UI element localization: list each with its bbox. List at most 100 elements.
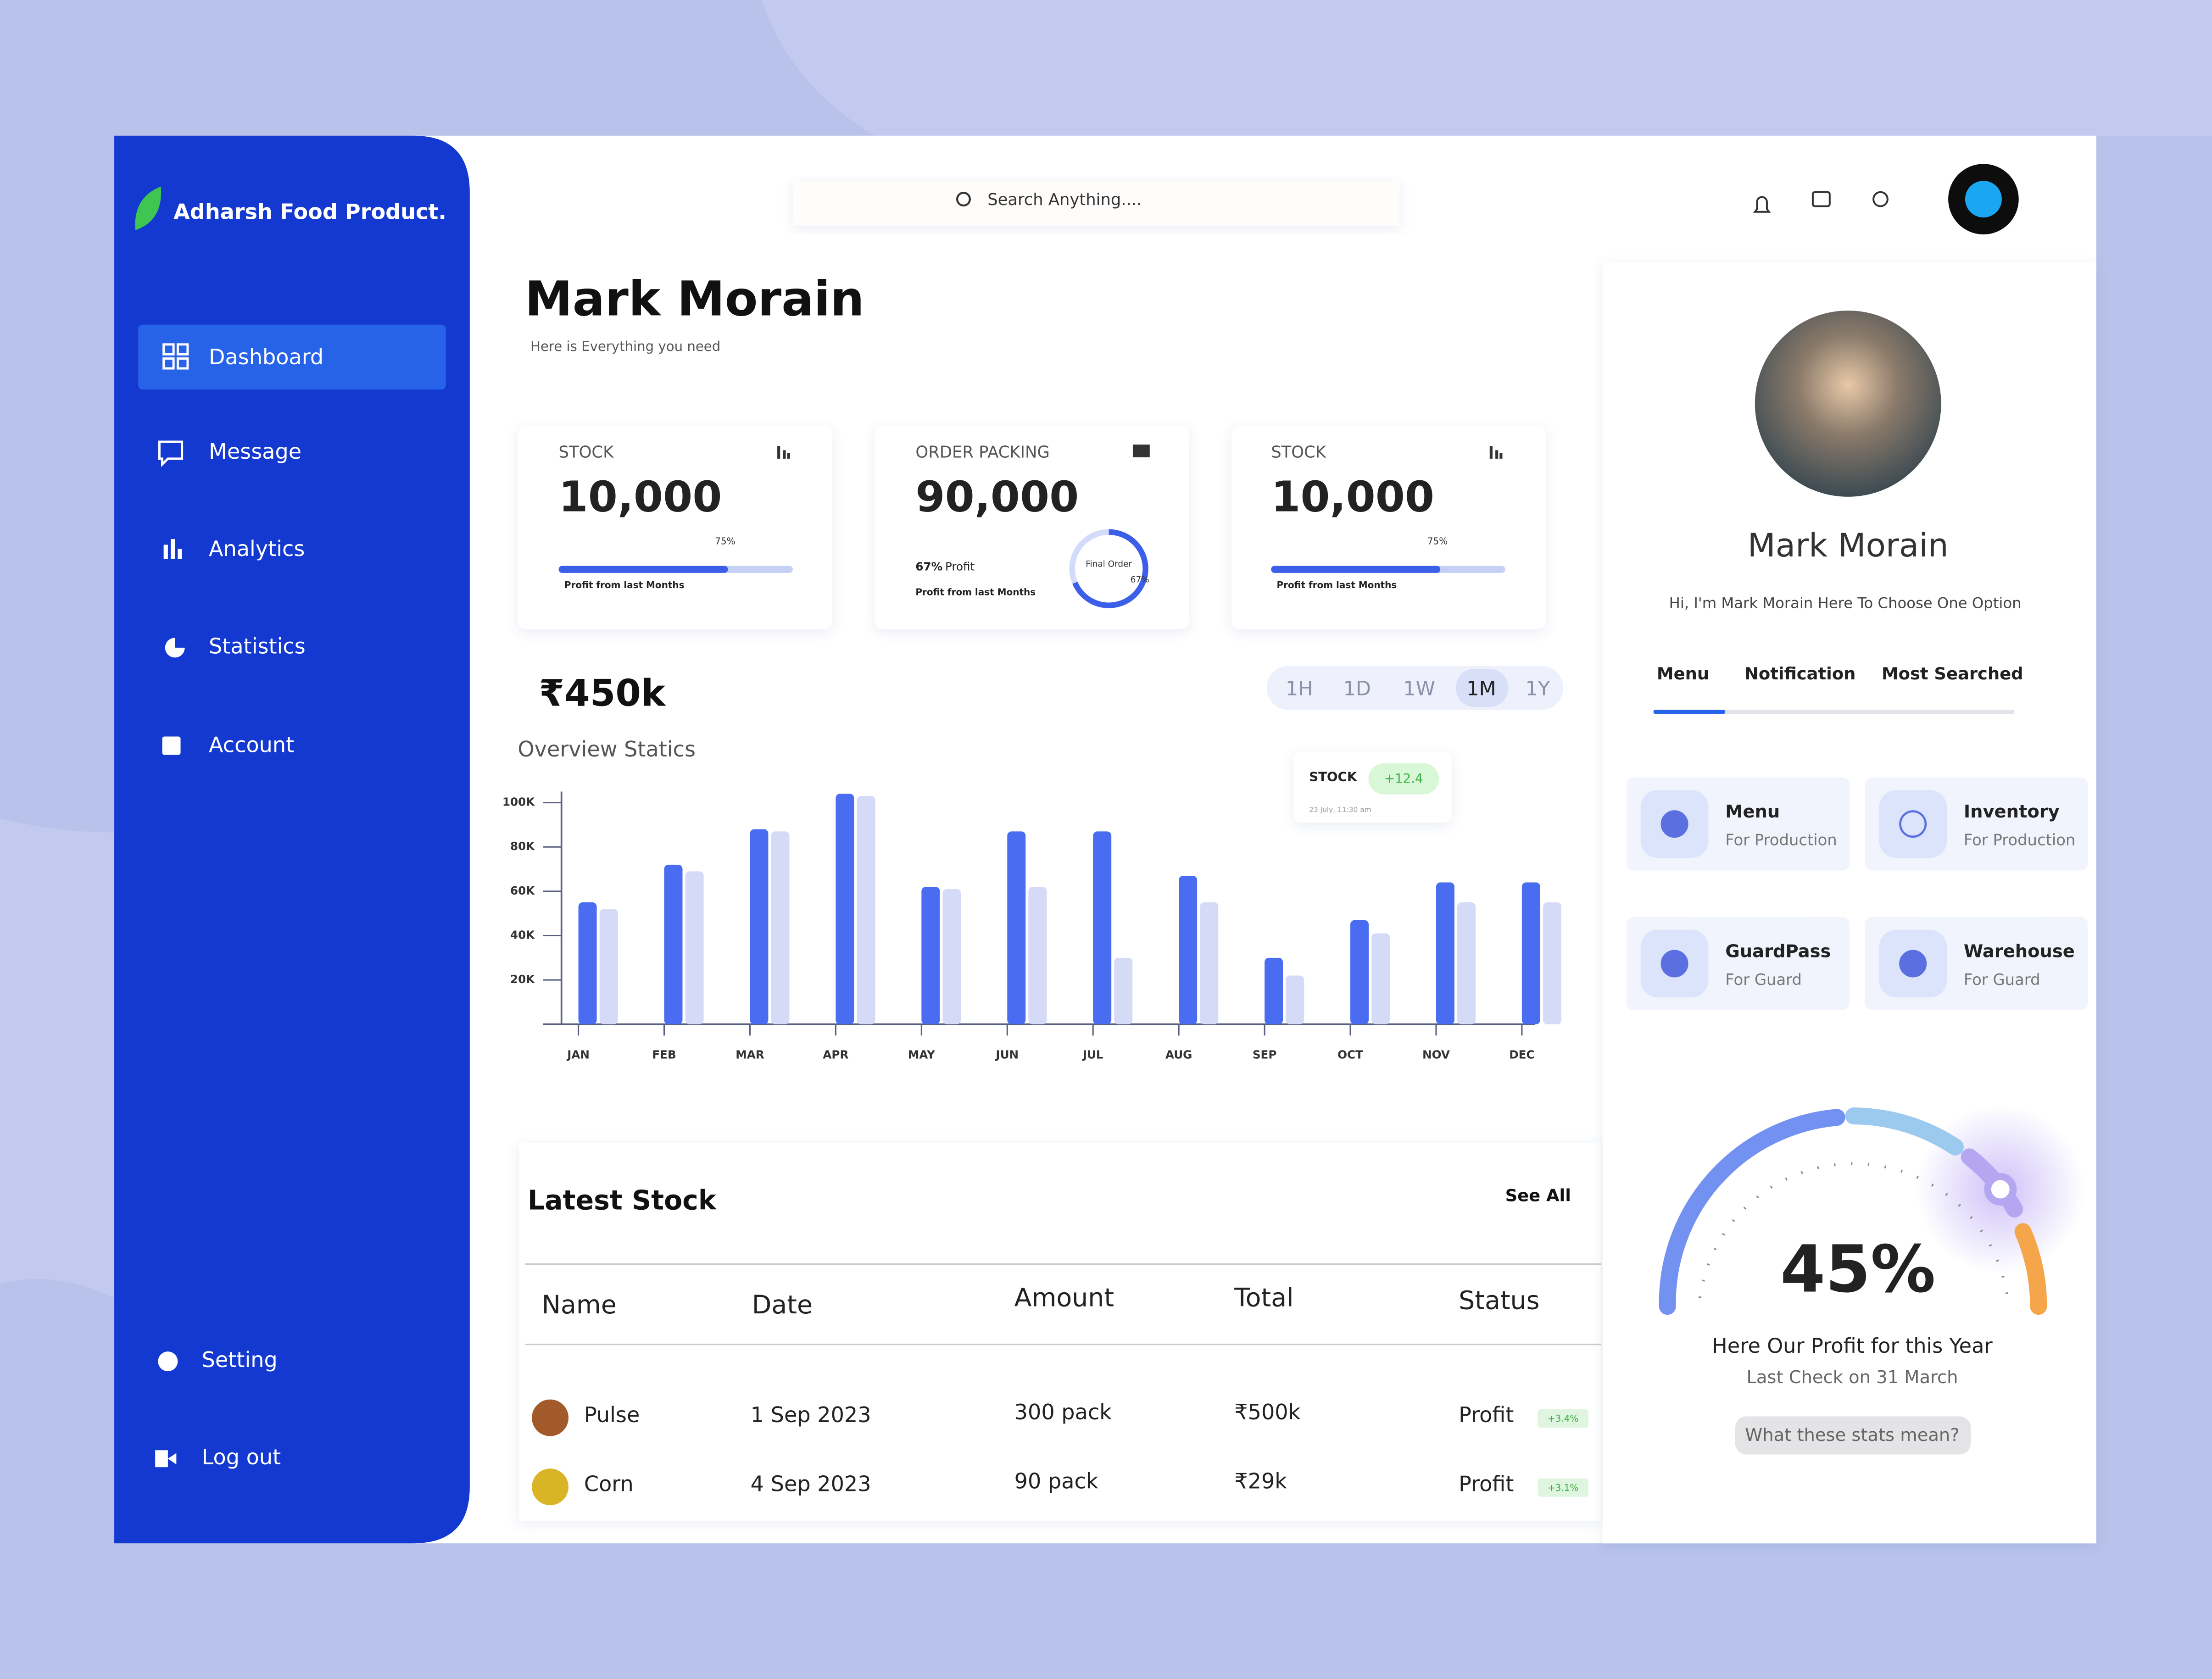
tile-title[interactable]: Inventory (1964, 801, 2060, 822)
bar (685, 871, 704, 1024)
column-header: Amount (1014, 1283, 1114, 1312)
sidebar (114, 135, 470, 1544)
y-tick-label: 80K (510, 840, 535, 853)
y-tick-label: 20K (510, 973, 535, 986)
card-profit: Profit (945, 560, 975, 573)
see-all[interactable]: See All (1505, 1185, 1571, 1205)
cell: Corn (584, 1472, 634, 1496)
card (518, 426, 833, 629)
y-tick-label: 40K (510, 928, 535, 942)
column-header: Status (1459, 1286, 1539, 1316)
bar (771, 831, 790, 1024)
stats-button-label[interactable]: What these stats mean? (1745, 1425, 1959, 1445)
toolbar-icons[interactable] (1753, 191, 1889, 213)
tile-title[interactable]: Menu (1725, 801, 1780, 822)
range-option[interactable]: 1H (1286, 678, 1313, 701)
page-title: Mark Morain (525, 271, 864, 327)
range-option[interactable]: 1W (1403, 678, 1435, 701)
x-tick-label: JUN (995, 1048, 1019, 1061)
profile-tab[interactable]: Most Searched (1882, 664, 2023, 684)
cell: Pulse (584, 1402, 640, 1427)
nav-item[interactable]: Analytics (209, 536, 305, 561)
tile-title[interactable]: GuardPass (1725, 941, 1831, 962)
nav-icons (158, 343, 189, 467)
card (1231, 426, 1546, 629)
ring-fill (1072, 529, 1148, 608)
tab-track (1653, 710, 2015, 714)
card-value: 90,000 (915, 472, 1079, 521)
column-header: Total (1234, 1283, 1293, 1312)
x-tick-label: DEC (1509, 1048, 1534, 1061)
nav-icons-solid (155, 539, 185, 1468)
bar (1028, 887, 1047, 1024)
bar (942, 889, 961, 1024)
bar (1286, 975, 1304, 1024)
bar (1200, 902, 1219, 1024)
nav-item[interactable]: Message (209, 439, 301, 464)
column-header: Name (542, 1290, 617, 1320)
change-badge (1538, 1478, 1589, 1497)
bar (1265, 957, 1283, 1024)
table-title: Latest Stock (528, 1184, 717, 1216)
search-box[interactable] (792, 181, 1400, 226)
bar (1093, 831, 1112, 1024)
nav-item[interactable]: Log out (202, 1445, 281, 1469)
bg-shape (762, 0, 2212, 136)
cell: 300 pack (1014, 1400, 1112, 1424)
change-badge (1538, 1409, 1589, 1428)
range-option[interactable]: 1Y (1525, 678, 1550, 701)
profile-tab[interactable]: Notification (1744, 664, 1855, 684)
overview-title: Overview Statics (518, 737, 696, 762)
card-value: 10,000 (1271, 472, 1434, 521)
bar (1457, 902, 1476, 1024)
bar (578, 902, 597, 1024)
bar (1179, 876, 1198, 1024)
nav-item[interactable]: Setting (202, 1347, 278, 1372)
bar-chart: 20K 40K 60K 80K 100K JAN FEB MAR APR MAY JUN JUL AUG… (502, 791, 1561, 1061)
brand-name: Adharsh Food Product. (173, 199, 446, 224)
nav-item[interactable]: Account (209, 733, 294, 757)
tile-icon (1660, 950, 1688, 978)
progress-fill (1271, 566, 1441, 573)
bar (1521, 882, 1540, 1024)
range-option[interactable]: 1D (1343, 678, 1371, 701)
x-tick-label: FEB (652, 1048, 676, 1061)
card-note: Profit from last Months (564, 579, 685, 590)
tooltip-change: +12.4 (1384, 771, 1423, 786)
card-label: STOCK (559, 443, 614, 462)
range-active[interactable] (1456, 668, 1508, 707)
x-tick-label: SEP (1253, 1048, 1277, 1061)
card-profit-pct: 67% (915, 560, 942, 573)
bar (664, 864, 683, 1024)
x-tick-label: NOV (1422, 1048, 1450, 1061)
tooltip-label: STOCK (1309, 769, 1358, 784)
profile-tab[interactable]: Menu (1657, 664, 1709, 684)
stat-cards: STOCK 10,000 75% Profit from last Months… (518, 426, 1546, 629)
profile-photo (1755, 311, 1941, 497)
cell: Profit (1459, 1402, 1514, 1427)
nav-active-bg[interactable] (138, 324, 446, 390)
card-note: Profit from last Months (1277, 579, 1397, 590)
card-percent: 75% (715, 536, 735, 547)
bar (1114, 957, 1133, 1024)
overview-amount: ₹450k (539, 672, 666, 714)
tile-title[interactable]: Warehouse (1964, 941, 2075, 962)
stats-button[interactable] (1735, 1416, 1971, 1455)
nav-item[interactable]: Dashboard (209, 345, 323, 369)
latest-stock-card (519, 1143, 1601, 1521)
search-placeholder[interactable]: Search Anything.... (987, 190, 1142, 209)
card-percent: 75% (1427, 536, 1448, 547)
tile-icon-bg (1879, 790, 1947, 858)
cell: 4 Sep 2023 (751, 1472, 871, 1496)
y-tick-label: 60K (510, 884, 535, 897)
nav-item[interactable]: Statistics (209, 634, 306, 658)
bar (1436, 882, 1454, 1024)
tab-indicator (1653, 710, 1726, 714)
card-value: 10,000 (559, 472, 722, 521)
bar (599, 909, 618, 1024)
range-option[interactable]: 1M (1466, 678, 1496, 701)
tooltip-badge (1368, 763, 1439, 795)
change-value: +3.4% (1548, 1413, 1578, 1424)
